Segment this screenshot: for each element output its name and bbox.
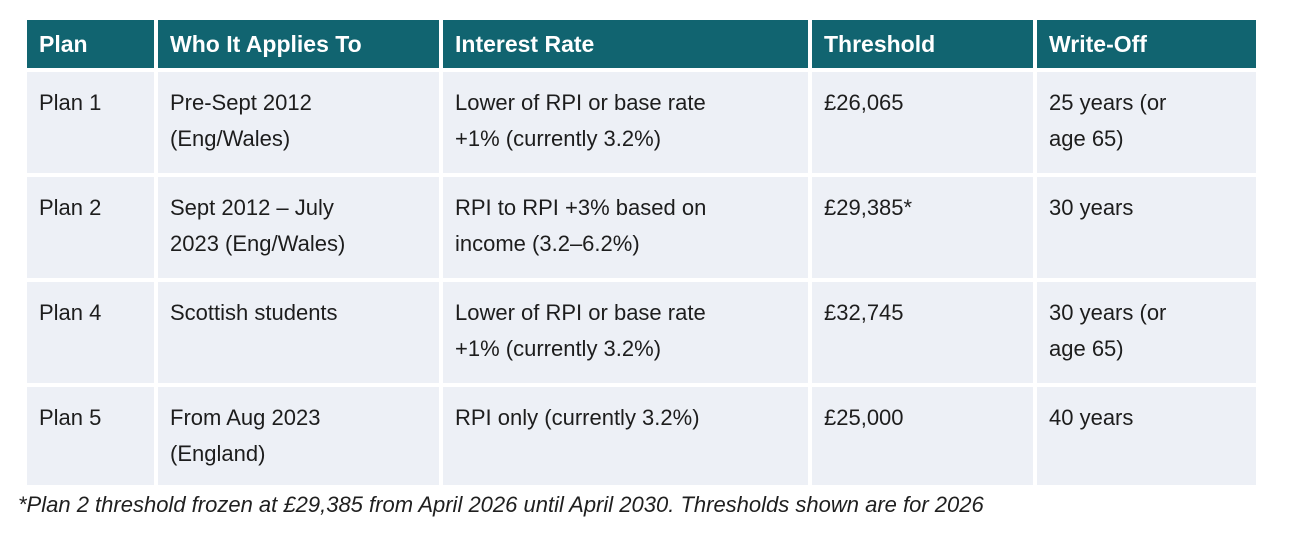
cell-who: From Aug 2023 (England) (158, 387, 443, 485)
cell-writeoff: 30 years (1037, 177, 1256, 282)
column-header-writeoff: Write-Off (1037, 20, 1256, 72)
cell-who: Pre-Sept 2012 (Eng/Wales) (158, 72, 443, 177)
cell-threshold: £32,745 (812, 282, 1037, 387)
cell-interest: Lower of RPI or base rate +1% (currently… (443, 282, 812, 387)
cell-writeoff: 40 years (1037, 387, 1256, 485)
table-header-row: Plan Who It Applies To Interest Rate Thr… (27, 20, 1256, 72)
cell-interest: Lower of RPI or base rate +1% (currently… (443, 72, 812, 177)
footnote: *Plan 2 threshold frozen at £29,385 from… (18, 492, 984, 517)
table-row: Plan 5 From Aug 2023 (England) RPI only … (27, 387, 1256, 485)
table-row: Plan 1 Pre-Sept 2012 (Eng/Wales) Lower o… (27, 72, 1256, 177)
cell-plan: Plan 5 (27, 387, 158, 485)
table-row: Plan 2 Sept 2012 – July 2023 (Eng/Wales)… (27, 177, 1256, 282)
cell-plan: Plan 2 (27, 177, 158, 282)
cell-threshold: £29,385* (812, 177, 1037, 282)
cell-plan: Plan 4 (27, 282, 158, 387)
cell-writeoff: 25 years (or age 65) (1037, 72, 1256, 177)
cell-interest: RPI only (currently 3.2%) (443, 387, 812, 485)
cell-who: Scottish students (158, 282, 443, 387)
cell-interest: RPI to RPI +3% based on income (3.2–6.2%… (443, 177, 812, 282)
cell-threshold: £26,065 (812, 72, 1037, 177)
column-header-plan: Plan (27, 20, 158, 72)
cell-plan: Plan 1 (27, 72, 158, 177)
cell-threshold: £25,000 (812, 387, 1037, 485)
column-header-who: Who It Applies To (158, 20, 443, 72)
student-loan-plans-table: Plan Who It Applies To Interest Rate Thr… (27, 20, 1256, 485)
table-row: Plan 4 Scottish students Lower of RPI or… (27, 282, 1256, 387)
cell-writeoff: 30 years (or age 65) (1037, 282, 1256, 387)
cell-who: Sept 2012 – July 2023 (Eng/Wales) (158, 177, 443, 282)
column-header-interest: Interest Rate (443, 20, 812, 72)
column-header-threshold: Threshold (812, 20, 1037, 72)
